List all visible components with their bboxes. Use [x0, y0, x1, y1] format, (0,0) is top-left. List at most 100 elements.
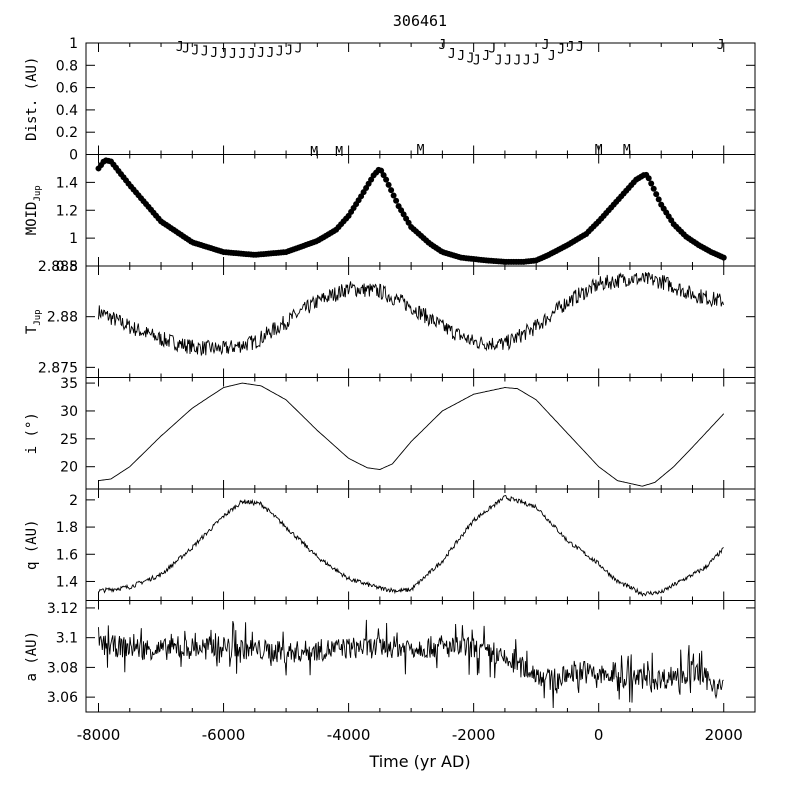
y-tick-label: 0.2	[56, 125, 78, 141]
encounter-marker: J	[467, 51, 475, 66]
encounter-marker: J	[448, 47, 456, 62]
encounter-marker: J	[717, 38, 725, 53]
moid-point	[645, 175, 652, 182]
y-tick-label: 1.4	[56, 574, 78, 590]
x-tick-label: -4000	[327, 726, 371, 744]
y-tick-label: 0.8	[56, 58, 78, 74]
y-axis-label: TJup	[24, 309, 43, 334]
encounter-marker: J	[229, 47, 237, 62]
moid-point	[650, 185, 657, 192]
y-axis-label: MOIDJup	[24, 185, 43, 235]
panel-frame	[85, 377, 756, 490]
encounter-marker: J	[576, 40, 584, 55]
y-tick-label: 2.875	[38, 360, 78, 376]
encounter-marker: J	[532, 52, 540, 67]
encounter-marker: J	[192, 44, 200, 59]
x-tick-label: -8000	[77, 726, 121, 744]
y-axis-label: i (°)	[24, 412, 40, 454]
encounter-marker: J	[220, 47, 228, 62]
encounter-marker: J	[176, 40, 184, 55]
panel-frame	[85, 488, 756, 601]
y-tick-label: 1	[69, 231, 78, 247]
moid-point	[380, 172, 387, 179]
y-axis-label: q (AU)	[24, 519, 40, 570]
panel-incl: 20 25 30 35 i (°)	[24, 376, 756, 490]
moid-point	[385, 181, 392, 188]
encounter-marker: M	[623, 143, 631, 158]
encounter-marker: J	[257, 46, 265, 61]
x-axis-label: Time (yr AD)	[368, 752, 470, 771]
encounter-marker: J	[182, 41, 190, 56]
y-tick-label: 1.2	[56, 203, 78, 219]
moid-point	[648, 180, 655, 187]
y-axis-label: a (AU)	[24, 631, 40, 682]
encounter-marker: J	[504, 54, 512, 69]
y-tick-label: 1.8	[56, 520, 78, 536]
y-tick-label: 0	[69, 148, 78, 164]
encounter-marker: J	[567, 40, 575, 55]
panel-frame	[85, 42, 756, 155]
encounter-marker: J	[295, 41, 303, 56]
y-tick-label: 2.885	[38, 259, 78, 275]
encounter-marker: M	[417, 143, 425, 158]
moid-point	[388, 187, 395, 194]
encounter-marker: J	[276, 45, 284, 60]
moid-point	[655, 196, 662, 203]
series-line	[98, 382, 725, 487]
encounter-marker: J	[513, 54, 521, 69]
encounter-marker: J	[523, 54, 531, 69]
encounter-marker: M	[310, 145, 318, 160]
moid-point	[393, 197, 400, 204]
y-tick-label: 35	[60, 376, 78, 392]
y-tick-label: 2	[69, 493, 78, 509]
panel-moid: 0.8 1 1.2 1.4 MOIDJup	[24, 154, 756, 275]
y-tick-label: 1.4	[56, 175, 78, 191]
y-tick-label: 3.1	[56, 631, 78, 647]
x-tick-label: 2000	[705, 726, 743, 744]
encounter-marker: J	[248, 47, 256, 62]
encounter-marker: J	[438, 38, 446, 53]
x-tick-label: -6000	[202, 726, 246, 744]
moid-point	[383, 176, 390, 183]
encounter-marker: J	[267, 46, 275, 61]
x-tick-label: 0	[594, 726, 604, 744]
encounter-marker: J	[488, 41, 496, 56]
encounter-marker: M	[595, 143, 603, 158]
encounter-marker: J	[457, 49, 465, 64]
y-tick-label: 1.6	[56, 547, 78, 563]
y-tick-label: 1	[69, 36, 78, 52]
panel-frame	[85, 600, 756, 713]
encounter-marker: J	[495, 54, 503, 69]
panel-tjup: 2.875 2.88 2.885 TJup	[24, 259, 756, 378]
y-tick-label: 30	[60, 404, 78, 420]
panel-a: 3.06 3.08 3.1 3.12 a (AU)	[24, 600, 756, 713]
encounter-marker: J	[238, 47, 246, 62]
encounter-marker: J	[557, 42, 565, 57]
y-tick-label: 0.4	[56, 103, 78, 119]
y-tick-label: 2.88	[47, 310, 78, 326]
series-line	[98, 619, 724, 709]
series-line	[98, 495, 724, 597]
y-tick-label: 3.08	[47, 660, 78, 676]
y-tick-label: 3.12	[47, 601, 78, 617]
moid-point	[390, 192, 397, 199]
y-tick-label: 3.06	[47, 690, 78, 706]
encounter-marker: J	[542, 38, 550, 53]
encounter-marker: M	[335, 145, 343, 160]
y-tick-label: 0.8	[56, 259, 78, 275]
encounter-marker: J	[473, 54, 481, 69]
moid-point	[720, 254, 727, 261]
chart-title: 306461	[393, 12, 447, 30]
x-tick-label: -2000	[452, 726, 496, 744]
moid-point	[653, 191, 660, 198]
y-tick-label: 25	[60, 432, 78, 448]
panel-frame	[85, 265, 756, 378]
x-axis: -8000 -6000 -4000 -2000 0 2000	[77, 726, 743, 744]
series-line	[98, 271, 724, 357]
encounter-marker: J	[210, 46, 218, 61]
encounter-marker: J	[201, 45, 209, 60]
moid-point	[378, 167, 385, 174]
